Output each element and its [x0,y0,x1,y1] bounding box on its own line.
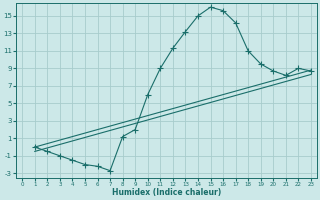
X-axis label: Humidex (Indice chaleur): Humidex (Indice chaleur) [112,188,221,197]
